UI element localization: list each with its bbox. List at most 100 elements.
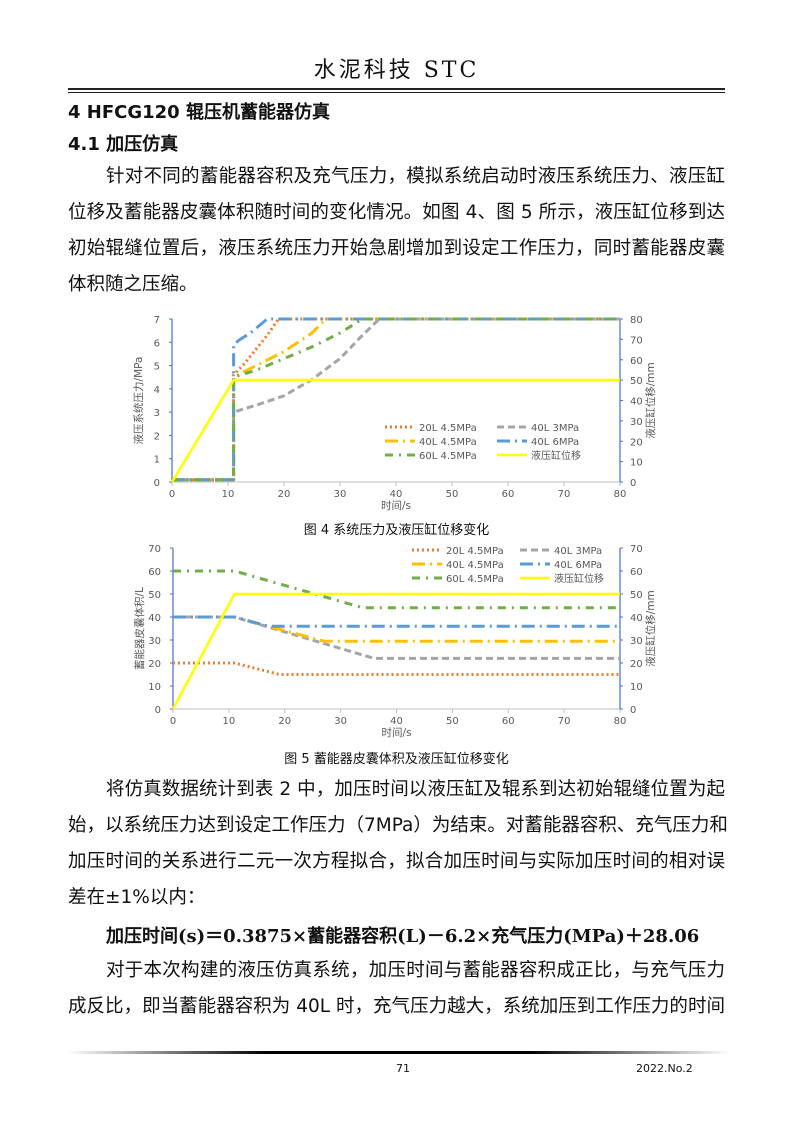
y-tick-label: 50: [148, 590, 161, 601]
y-axis-title: 液压系统压力/MPa: [132, 357, 145, 445]
y2-tick-label: 50: [630, 590, 643, 601]
y-tick-label: 10: [148, 682, 161, 693]
y2-axis-title: 液压缸位移/mm: [644, 362, 657, 439]
x-tick-label: 30: [334, 716, 347, 727]
x-tick-label: 10: [223, 716, 236, 727]
series-line-5: [170, 378, 620, 483]
y2-tick-label: 40: [630, 613, 643, 624]
legend-label: 40L 3MPa: [531, 423, 579, 434]
legend-label: 20L 4.5MPa: [446, 546, 504, 557]
y2-tick-label: 0: [630, 478, 636, 489]
x-tick-label: 10: [222, 489, 235, 500]
x-tick-label: 20: [278, 489, 291, 500]
x-tick-label: 70: [558, 489, 571, 500]
text-line: 对于本次构建的液压仿真系统，加压时间与蓄能器容积成正比，与充气压力: [106, 960, 725, 981]
x-tick-label: 50: [446, 489, 459, 500]
text-line: 加压时间的关系进行二元一次方程拟合，拟合加压时间与实际加压时间的相对误: [68, 851, 725, 872]
x-tick-label: 40: [390, 716, 403, 727]
y-tick-label: 40: [148, 613, 161, 624]
series-line-5: [171, 592, 620, 710]
legend-label: 40L 3MPa: [554, 546, 602, 557]
y-tick-label: 30: [148, 636, 161, 647]
x-tick-label: 60: [502, 716, 515, 727]
text-line: 始，以系统压力达到设定工作压力（7MPa）为结束。对蓄能器容积、充气压力和: [68, 815, 728, 836]
legend-label: 液压缸位移: [554, 572, 604, 585]
fitted-equation: 加压时间(s)＝0.3875×蓄能器容积(L)－6.2×充气压力(MPa)＋28…: [106, 926, 700, 947]
y-tick-label: 60: [148, 567, 161, 578]
y2-tick-label: 20: [630, 659, 643, 670]
journal-header-title: 水泥科技 STC: [313, 58, 480, 83]
subsection-heading: 4.1 加压仿真: [68, 134, 179, 155]
text-line: 成反比，即当蓄能器容积为 40L 时，充气压力越大，系统加压到工作压力的时间: [68, 996, 725, 1017]
x-tick-label: 70: [558, 716, 571, 727]
y2-tick-label: 0: [630, 705, 636, 716]
legend-label: 60L 4.5MPa: [419, 451, 477, 462]
y2-tick-label: 70: [630, 335, 643, 346]
y-tick-label: 6: [154, 338, 160, 349]
y-tick-label: 4: [154, 385, 160, 396]
figure-5-caption: 图 5 蓄能器皮囊体积及液压缸位移变化: [284, 752, 509, 767]
y-tick-label: 0: [155, 705, 161, 716]
y2-axis-title: 液压缸位移/mm: [644, 590, 657, 667]
y2-tick-label: 50: [630, 376, 643, 387]
y2-tick-label: 40: [630, 397, 643, 408]
legend-label: 40L 6MPa: [554, 560, 602, 571]
y2-tick-label: 10: [630, 682, 643, 693]
y2-tick-label: 30: [630, 417, 643, 428]
y2-tick-label: 80: [630, 315, 643, 326]
x-tick-label: 80: [614, 716, 627, 727]
figure-4-caption: 图 4 系统压力及液压缸位移变化: [303, 523, 490, 538]
page-number: 71: [396, 1062, 410, 1075]
y2-tick-label: 70: [630, 544, 643, 555]
figure-5-chart: 0 10 20 30 40 50 60 70 8001020304050607001020304…: [133, 544, 657, 739]
series-line-2: [173, 615, 620, 643]
y-tick-label: 2: [154, 431, 160, 442]
header-rule: [68, 88, 725, 93]
section-heading: 4 HFCG120 辊压机蓄能器仿真: [68, 102, 330, 123]
y-tick-label: 0: [154, 478, 160, 489]
figure-4-chart: 0 10 20 30 40 50 60 70 8001234567010203040506070…: [132, 315, 657, 512]
x-tick-label: 0: [169, 489, 175, 500]
legend-label: 40L 4.5MPa: [446, 560, 504, 571]
y2-tick-label: 30: [630, 636, 643, 647]
series-line-0: [172, 317, 620, 482]
legend-label: 液压缸位移: [531, 449, 581, 462]
x-tick-label: 0: [170, 716, 176, 727]
x-axis-title: 时间/s: [381, 499, 411, 512]
legend-label: 40L 6MPa: [531, 437, 579, 448]
text-line: 将仿真数据统计到表 2 中，加压时间以液压缸及辊系到达初始辊缝位置为起: [106, 779, 725, 800]
footer-rule: [68, 1051, 729, 1054]
y-axis-title: 蓄能器皮囊体积/L: [133, 587, 146, 670]
y2-tick-label: 60: [630, 567, 643, 578]
text-line: 体积随之压缩。: [68, 274, 198, 295]
y-tick-label: 70: [148, 544, 161, 555]
y-tick-label: 20: [148, 659, 161, 670]
y2-tick-label: 10: [630, 458, 643, 469]
series-line-4: [172, 317, 620, 482]
y2-tick-label: 20: [630, 437, 643, 448]
x-axis-title: 时间/s: [381, 726, 411, 739]
y-tick-label: 3: [154, 408, 160, 419]
text-line: 位移及蓄能器皮囊体积随时间的变化情况。如图 4、图 5 所示，液压缸位移到达: [68, 202, 725, 223]
series-line-3: [173, 615, 620, 628]
x-tick-label: 60: [502, 489, 515, 500]
series-line-0: [173, 661, 620, 676]
series-line-4: [173, 569, 620, 610]
series-line-1: [173, 615, 620, 660]
x-tick-label: 80: [614, 489, 627, 500]
x-tick-label: 50: [446, 716, 459, 727]
y-tick-label: 7: [154, 315, 160, 326]
legend-label: 40L 4.5MPa: [419, 437, 477, 448]
legend-label: 20L 4.5MPa: [419, 423, 477, 434]
text-line: 针对不同的蓄能器容积及充气压力，模拟系统启动时液压系统压力、液压缸: [106, 166, 725, 187]
text-line: 差在±1%以内：: [68, 887, 206, 908]
y-tick-label: 1: [154, 455, 160, 466]
x-tick-label: 30: [334, 489, 347, 500]
y2-tick-label: 60: [630, 356, 643, 367]
legend-label: 60L 4.5MPa: [446, 574, 504, 585]
x-tick-label: 40: [390, 489, 403, 500]
series-line-3: [172, 317, 620, 482]
y-tick-label: 5: [154, 362, 160, 373]
issue-label: 2022.No.2: [636, 1062, 693, 1075]
series-line-1: [172, 317, 620, 482]
